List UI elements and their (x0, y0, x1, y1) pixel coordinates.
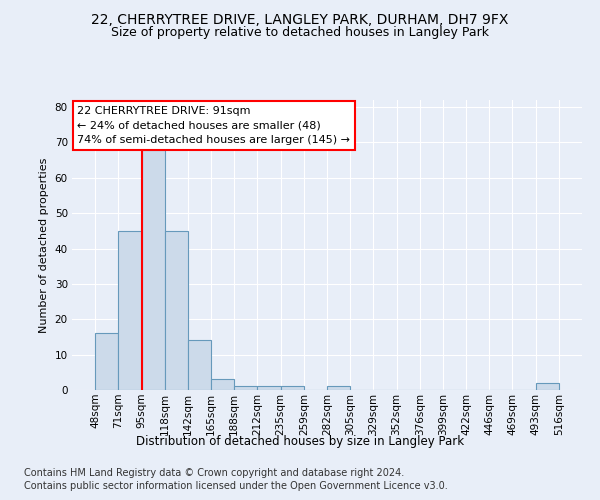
Bar (234, 386, 257, 390)
Text: Distribution of detached houses by size in Langley Park: Distribution of detached houses by size … (136, 435, 464, 448)
Bar (142, 150, 165, 390)
Bar (536, 383, 559, 390)
Text: 22 CHERRYTREE DRIVE: 91sqm
← 24% of detached houses are smaller (48)
74% of semi: 22 CHERRYTREE DRIVE: 91sqm ← 24% of deta… (77, 106, 350, 146)
Bar (95, 334, 118, 390)
Text: 22, CHERRYTREE DRIVE, LANGLEY PARK, DURHAM, DH7 9FX: 22, CHERRYTREE DRIVE, LANGLEY PARK, DURH… (91, 12, 509, 26)
Bar (188, 340, 211, 390)
Bar (118, 231, 142, 390)
Text: Size of property relative to detached houses in Langley Park: Size of property relative to detached ho… (111, 26, 489, 39)
Y-axis label: Number of detached properties: Number of detached properties (39, 158, 49, 332)
Bar (327, 386, 350, 390)
Bar (281, 386, 304, 390)
Bar (257, 386, 281, 390)
Text: Contains public sector information licensed under the Open Government Licence v3: Contains public sector information licen… (24, 481, 448, 491)
Bar (211, 380, 234, 390)
Text: Contains HM Land Registry data © Crown copyright and database right 2024.: Contains HM Land Registry data © Crown c… (24, 468, 404, 477)
Bar (165, 231, 188, 390)
